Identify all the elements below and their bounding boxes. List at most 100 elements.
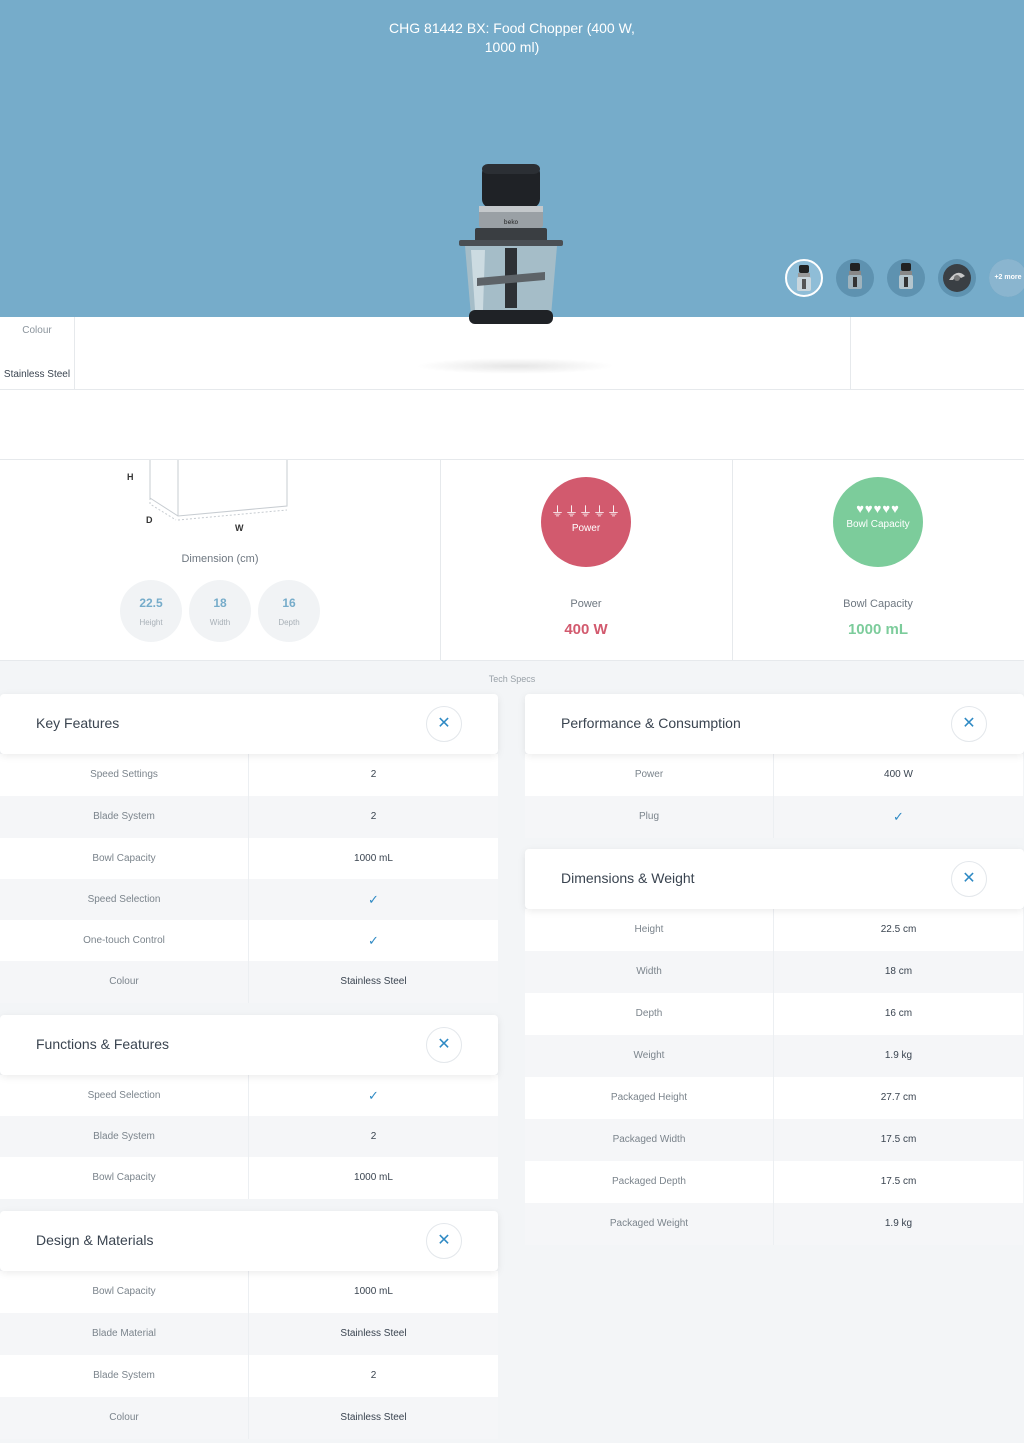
table-row: Colour Stainless Steel — [0, 1397, 498, 1439]
table-row: Bowl Capacity 1000 mL — [0, 1157, 498, 1199]
table-row: Weight 1.9 kg — [525, 1035, 1023, 1077]
spec-key: Packaged Weight — [525, 1203, 774, 1245]
strawberry-icon: ♥♥♥♥♥ — [856, 501, 900, 516]
spec-value: 1.9 kg — [884, 1050, 913, 1061]
spec-value: 1000 mL — [354, 1286, 393, 1297]
divider — [0, 459, 1024, 460]
table-row: Blade Material Stainless Steel — [0, 1313, 498, 1355]
colour-selector: Colour Stainless Steel — [0, 317, 1024, 390]
axis-w-label: W — [235, 523, 244, 533]
spec-key: Packaged Depth — [525, 1161, 774, 1203]
table-row: Colour Stainless Steel — [0, 961, 498, 1003]
gallery-thumb-4[interactable] — [938, 259, 976, 297]
spec-key: Blade Material — [0, 1313, 249, 1355]
table-row: Plug ✓ — [525, 796, 1023, 838]
spec-value: 18 cm — [884, 966, 913, 977]
check-icon: ✓ — [368, 1088, 379, 1103]
power-value: 400 W — [564, 621, 608, 638]
spec-key: One-touch Control — [0, 920, 249, 962]
power-badge-label: Power — [571, 523, 601, 534]
product-image: beko — [459, 164, 563, 324]
spec-value: 16 cm — [884, 1008, 913, 1019]
spec-value: 2 — [370, 1131, 377, 1142]
dimension-height: 22.5 Height — [120, 580, 182, 642]
panel-title: Design & Materials — [36, 1232, 154, 1248]
bowl-capacity-name: Bowl Capacity — [843, 598, 913, 610]
spec-key: Speed Settings — [0, 754, 249, 796]
bowl-capacity-value: 1000 mL — [847, 621, 909, 638]
panel-title: Key Features — [36, 715, 120, 731]
power-name: Power — [570, 598, 602, 610]
power-badge: ⏚⏚⏚⏚⏚ Power — [541, 477, 631, 567]
spec-value: Stainless Steel — [340, 976, 407, 987]
table-row: Power 400 W — [525, 754, 1023, 796]
dimension-width: 18 Width — [189, 580, 251, 642]
panel-functions-features[interactable]: Functions & Features ✕ — [0, 1015, 498, 1075]
divider — [732, 460, 733, 660]
spec-key: Blade System — [0, 796, 249, 838]
table-row: Depth 16 cm — [525, 993, 1023, 1035]
divider — [74, 317, 75, 390]
table-row: Blade System 2 — [0, 1355, 498, 1397]
table-row: Speed Selection ✓ — [0, 1075, 498, 1117]
close-icon[interactable]: ✕ — [951, 861, 987, 897]
spec-key: Colour — [0, 961, 249, 1003]
check-icon: ✓ — [368, 933, 379, 948]
spec-value: 17.5 cm — [880, 1176, 917, 1187]
close-icon[interactable]: ✕ — [426, 706, 462, 742]
table-row: One-touch Control ✓ — [0, 920, 498, 962]
close-icon[interactable]: ✕ — [426, 1223, 462, 1259]
spec-key: Blade System — [0, 1355, 249, 1397]
spec-value: 22.5 cm — [880, 924, 917, 935]
table-row: Blade System 2 — [0, 1116, 498, 1158]
dimension-depth: 16 Depth — [258, 580, 320, 642]
table-row: Bowl Capacity 1000 mL — [0, 1271, 498, 1313]
axis-h-label: H — [127, 472, 134, 482]
spec-key: Colour — [0, 1397, 249, 1439]
table-row: Width 18 cm — [525, 951, 1023, 993]
spec-value: 1.9 kg — [884, 1218, 913, 1229]
spec-key: Speed Selection — [0, 1075, 249, 1117]
spec-key: Height — [525, 909, 774, 951]
table-row: Packaged Weight 1.9 kg — [525, 1203, 1023, 1245]
gallery-thumb-3[interactable] — [887, 259, 925, 297]
dimension-diagram: H D W — [127, 460, 288, 533]
spec-key: Bowl Capacity — [0, 1157, 249, 1199]
svg-text:beko: beko — [504, 219, 519, 226]
panel-design-materials[interactable]: Design & Materials ✕ — [0, 1211, 498, 1271]
spec-value: Stainless Steel — [340, 1412, 407, 1423]
check-icon: ✓ — [368, 892, 379, 907]
spec-key: Power — [525, 754, 774, 796]
panel-performance-consumption[interactable]: Performance & Consumption ✕ — [525, 694, 1024, 754]
dimension-value: 18 — [213, 596, 227, 610]
panel-title: Dimensions & Weight — [561, 870, 695, 886]
gallery-more-label: +2 more — [989, 259, 1024, 297]
close-icon[interactable]: ✕ — [951, 706, 987, 742]
dimension-label: Depth — [278, 618, 300, 627]
close-icon[interactable]: ✕ — [426, 1027, 462, 1063]
panel-dimensions-weight[interactable]: Dimensions & Weight ✕ — [525, 849, 1024, 909]
colour-option-stainless-steel[interactable]: Stainless Steel — [3, 369, 71, 380]
spec-value: 2 — [370, 769, 377, 780]
colour-label: Colour — [22, 325, 52, 336]
spec-value: 27.7 cm — [880, 1092, 917, 1103]
spec-key: Speed Selection — [0, 879, 249, 921]
check-icon: ✓ — [893, 809, 904, 824]
panel-key-features[interactable]: Key Features ✕ — [0, 694, 498, 754]
table-row: Packaged Depth 17.5 cm — [525, 1161, 1023, 1203]
bowl-capacity-badge-label: Bowl Capacity — [846, 519, 910, 530]
gallery-thumb-1[interactable] — [785, 259, 823, 297]
table-row: Speed Settings 2 — [0, 754, 498, 796]
gallery-more-button[interactable]: +2 more — [989, 259, 1024, 297]
spec-value: 400 W — [884, 769, 913, 780]
spec-key: Depth — [525, 993, 774, 1035]
table-row: Bowl Capacity 1000 mL — [0, 838, 498, 880]
plug-icon: ⏚⏚⏚⏚⏚ — [550, 504, 621, 519]
spec-value: 2 — [370, 1370, 377, 1381]
tech-specs-title: Tech Specs — [488, 674, 536, 684]
page-title: CHG 81442 BX: Food Chopper (400 W, 1000 … — [389, 20, 635, 55]
spec-value: 1000 mL — [354, 853, 393, 864]
dimension-value: 22.5 — [139, 596, 163, 610]
gallery-thumb-2[interactable] — [836, 259, 874, 297]
table-row: Height 22.5 cm — [525, 909, 1023, 951]
